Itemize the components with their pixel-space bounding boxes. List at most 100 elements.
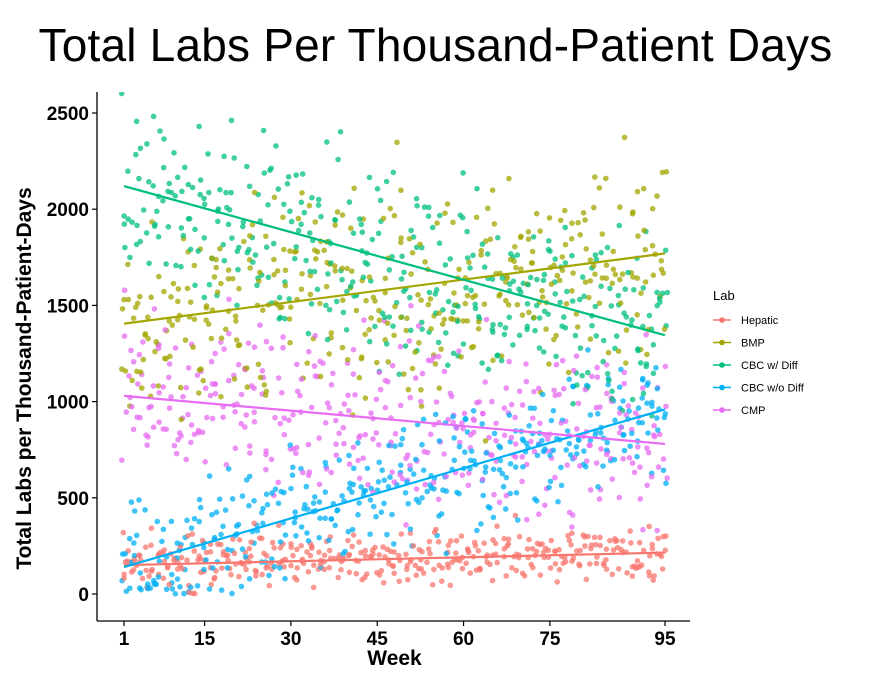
data-point (467, 570, 474, 576)
data-point (131, 540, 137, 546)
data-point (271, 545, 277, 551)
data-point (169, 586, 176, 592)
data-point (210, 565, 216, 571)
data-point (376, 552, 383, 558)
data-point (224, 565, 231, 571)
data-point (489, 577, 496, 584)
data-point (545, 436, 551, 442)
data-point (174, 540, 181, 546)
data-point (576, 561, 582, 567)
data-point (349, 279, 356, 285)
data-point (335, 574, 342, 581)
data-point (346, 452, 352, 459)
data-point (197, 191, 203, 198)
data-point (287, 208, 293, 214)
data-point (239, 493, 246, 499)
data-point (392, 303, 398, 310)
data-point (621, 134, 628, 141)
data-point (220, 414, 226, 421)
data-point (183, 384, 190, 391)
data-point (362, 331, 369, 338)
data-point (487, 236, 494, 243)
data-point (459, 472, 466, 479)
data-point (171, 150, 177, 156)
data-point (213, 256, 219, 263)
data-point (349, 268, 355, 275)
data-point (400, 426, 407, 433)
data-point (332, 263, 338, 269)
data-point (293, 172, 300, 178)
data-point (418, 403, 425, 410)
data-point (501, 546, 508, 552)
data-point (377, 386, 384, 393)
data-point (362, 431, 369, 438)
data-point (505, 536, 512, 542)
data-point (142, 331, 149, 337)
data-point (643, 332, 649, 338)
data-point (546, 484, 552, 491)
data-point (650, 272, 657, 279)
data-point (380, 544, 386, 550)
data-point (304, 549, 310, 555)
data-point (529, 545, 536, 552)
data-point (380, 215, 387, 222)
data-point (166, 405, 173, 411)
data-point (305, 330, 312, 337)
x-axis-ticks: 1 15 30 45 60 75 95 (119, 621, 676, 650)
data-point (263, 565, 270, 571)
data-point (215, 218, 221, 225)
data-point (472, 301, 479, 308)
data-point (314, 286, 321, 293)
data-point (306, 469, 313, 475)
data-point (546, 215, 553, 221)
data-point (427, 296, 434, 302)
data-point (220, 523, 226, 530)
data-point (396, 371, 403, 378)
data-point (398, 314, 404, 321)
data-point (436, 240, 443, 246)
data-point (536, 511, 542, 517)
data-point (528, 260, 535, 266)
data-point (435, 539, 442, 545)
data-point (540, 349, 547, 355)
data-point (444, 201, 451, 207)
data-point (403, 551, 409, 558)
data-point (405, 500, 412, 507)
data-point (280, 334, 286, 340)
data-point (600, 463, 606, 469)
data-point (593, 541, 599, 548)
data-point (604, 390, 610, 397)
data-point (660, 467, 667, 474)
data-point (658, 258, 665, 264)
data-point (413, 496, 420, 503)
data-point (282, 532, 289, 538)
data-point (262, 392, 269, 398)
data-point (187, 246, 194, 253)
data-point (142, 544, 149, 550)
data-point (644, 351, 650, 358)
data-point (564, 462, 570, 468)
data-point (263, 244, 270, 250)
data-point (234, 302, 240, 309)
data-point (531, 314, 537, 321)
data-point (374, 186, 381, 192)
data-point (592, 174, 598, 180)
data-point (196, 123, 202, 130)
data-point (401, 371, 407, 377)
data-point (552, 561, 559, 567)
data-point (295, 227, 302, 234)
data-point (622, 286, 628, 293)
data-point (375, 479, 382, 485)
data-point (490, 466, 497, 473)
data-point (531, 405, 538, 412)
data-point (408, 327, 414, 334)
data-point (404, 566, 410, 573)
data-point (603, 362, 610, 368)
data-point (294, 565, 301, 571)
data-point (175, 298, 181, 305)
data-point (119, 366, 125, 372)
data-point (337, 129, 344, 135)
data-point (509, 565, 515, 571)
data-point (130, 426, 137, 433)
data-point (232, 445, 239, 452)
